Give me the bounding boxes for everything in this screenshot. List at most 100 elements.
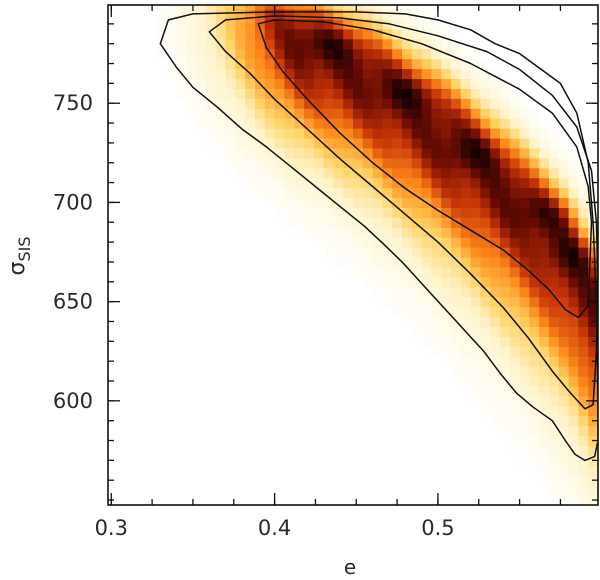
- heatmap-cell: [313, 217, 325, 228]
- heatmap-cell: [558, 445, 570, 456]
- heatmap-cell: [431, 286, 442, 298]
- heatmap-cell: [304, 38, 315, 50]
- heatmap-cell: [490, 266, 501, 278]
- heatmap-cell: [206, 48, 217, 60]
- heatmap-cell: [215, 5, 227, 10]
- heatmap-cell: [490, 326, 501, 337]
- heatmap-cell: [460, 108, 472, 119]
- heatmap-cell: [470, 137, 481, 149]
- heatmap-cell: [304, 18, 315, 30]
- heatmap-cell: [313, 128, 325, 139]
- heatmap-cell: [509, 128, 521, 139]
- heatmap-cell: [529, 167, 540, 179]
- heatmap-cell: [245, 167, 256, 179]
- heatmap-cell: [549, 177, 560, 189]
- heatmap-cell: [323, 5, 334, 10]
- heatmap-cell: [470, 366, 481, 377]
- heatmap-cell: [578, 187, 589, 199]
- heatmap-cell: [500, 217, 511, 228]
- heatmap-cell: [264, 68, 276, 80]
- heatmap-cell: [568, 465, 579, 476]
- heatmap-cell: [264, 28, 276, 40]
- heatmap-cell: [568, 276, 579, 288]
- heatmap-cell: [539, 475, 550, 486]
- heatmap-cell: [558, 256, 570, 268]
- heatmap-cell: [451, 128, 462, 139]
- heatmap-cell: [470, 286, 481, 298]
- heatmap-cell: [382, 147, 393, 159]
- heatmap-cell: [421, 296, 432, 308]
- heatmap-cell: [225, 28, 236, 40]
- heatmap-cell: [588, 306, 598, 318]
- heatmap-cell: [578, 256, 589, 268]
- heatmap-cell: [539, 276, 550, 288]
- heatmap-cell: [509, 118, 521, 129]
- heatmap-cell: [470, 177, 481, 189]
- heatmap-cell: [480, 197, 491, 208]
- heatmap-cell: [411, 157, 423, 169]
- heatmap-cell: [323, 187, 334, 199]
- heatmap-cell: [519, 306, 530, 318]
- y-tick-label: 650: [53, 290, 93, 314]
- heatmap-cell: [549, 455, 560, 466]
- heatmap-cell: [196, 18, 207, 30]
- heatmap-cell: [353, 167, 364, 179]
- heatmap-cell: [215, 28, 227, 40]
- heatmap-cell: [529, 395, 540, 407]
- heatmap-cell: [578, 286, 589, 298]
- heatmap-cell: [460, 207, 472, 218]
- heatmap-cell: [529, 147, 540, 159]
- heatmap-cell: [215, 147, 227, 159]
- heatmap-cell: [294, 28, 305, 40]
- heatmap-cell: [372, 177, 383, 189]
- heatmap-cell: [362, 18, 374, 30]
- heatmap-cell: [382, 8, 393, 20]
- heatmap-cell: [284, 147, 295, 159]
- heatmap-cell: [294, 137, 305, 149]
- heatmap-cell: [558, 425, 570, 437]
- heatmap-cell: [451, 88, 462, 99]
- heatmap-cell: [196, 98, 207, 109]
- heatmap-cell: [411, 207, 423, 218]
- heatmap-cell: [500, 147, 511, 159]
- heatmap-cell: [539, 445, 550, 456]
- heatmap-cell: [343, 48, 354, 60]
- heatmap-cell: [490, 385, 501, 397]
- heatmap-cell: [480, 296, 491, 308]
- heatmap-cell: [460, 217, 472, 228]
- heatmap-cell: [490, 376, 501, 387]
- heatmap-cell: [421, 18, 432, 30]
- heatmap-cell: [480, 68, 491, 80]
- heatmap-cell: [431, 316, 442, 328]
- heatmap-cell: [382, 157, 393, 169]
- heatmap-cell: [313, 48, 325, 60]
- heatmap-cell: [323, 137, 334, 149]
- heatmap-cell: [215, 108, 227, 119]
- heatmap-cell: [490, 187, 501, 199]
- heatmap-cell: [235, 58, 246, 70]
- heatmap-cell: [284, 197, 295, 208]
- heatmap-cell: [382, 237, 393, 248]
- heatmap-cell: [500, 128, 511, 139]
- heatmap-cell: [186, 48, 197, 60]
- heatmap-cell: [431, 38, 442, 50]
- heatmap-cell: [500, 415, 511, 427]
- heatmap-cell: [529, 465, 540, 476]
- heatmap-cell: [402, 68, 413, 80]
- heatmap-cell: [441, 256, 452, 268]
- heatmap-cell: [451, 266, 462, 278]
- heatmap-cell: [431, 68, 442, 80]
- y-axis-label-subscript: SIS: [15, 237, 34, 262]
- heatmap-cell: [206, 108, 217, 119]
- heatmap-cell: [294, 78, 305, 89]
- heatmap-cell: [480, 237, 491, 248]
- heatmap-cell: [372, 88, 383, 99]
- heatmap-cell: [225, 147, 236, 159]
- heatmap-cell: [490, 366, 501, 377]
- x-tick-label: 0.5: [421, 516, 454, 540]
- heatmap-cell: [578, 276, 589, 288]
- heatmap-cell: [539, 376, 550, 387]
- heatmap-cell: [549, 326, 560, 337]
- heatmap-cell: [558, 495, 570, 505]
- heatmap-cell: [549, 405, 560, 417]
